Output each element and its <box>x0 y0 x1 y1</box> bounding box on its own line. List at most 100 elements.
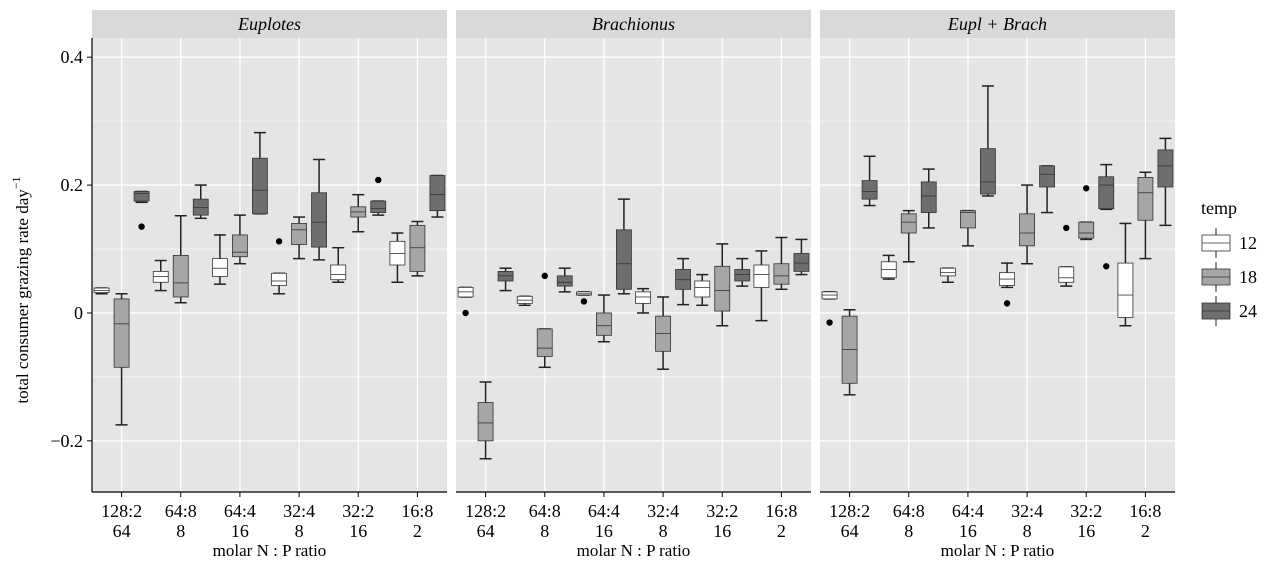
outlier-point <box>138 223 145 230</box>
box-32:2-24 <box>734 257 751 287</box>
box-body <box>900 213 917 234</box>
facet-panel-1: Brachionus <box>456 10 811 492</box>
box-16:8-24 <box>1157 137 1174 227</box>
box-body <box>596 312 612 336</box>
facet-strip <box>92 10 447 38</box>
y-tick-label: 0.4 <box>61 47 84 67</box>
x-tick-label-value: 2 <box>1141 521 1150 541</box>
x-tick-label-ratio: 64:4 <box>588 501 620 521</box>
x-tick-label-ratio: 32:4 <box>283 501 315 521</box>
x-tick-label-ratio: 128:2 <box>829 501 870 521</box>
outlier-point <box>580 298 588 305</box>
box-64:8-12 <box>516 295 533 307</box>
box-16:8-12 <box>389 232 406 284</box>
legend-item-label: 18 <box>1239 267 1257 287</box>
box-body <box>1058 266 1075 283</box>
box-body <box>133 191 150 202</box>
x-tick-label-value: 16 <box>1077 521 1095 541</box>
box-body <box>536 328 553 357</box>
box-body <box>172 255 189 298</box>
box-32:4-18 <box>655 296 671 370</box>
x-tick-label-value: 2 <box>413 521 422 541</box>
legend-title: temp <box>1201 198 1237 218</box>
x-tick-label-value: 64 <box>477 521 495 541</box>
box-16:8-12 <box>1117 222 1134 327</box>
box-body <box>212 258 228 277</box>
box-32:4-24 <box>311 158 327 261</box>
y-tick-label: 0.2 <box>61 175 84 195</box>
x-tick-label-value: 16 <box>959 521 977 541</box>
x-tick-label-ratio: 32:2 <box>706 501 738 521</box>
box-128:2-18 <box>113 293 130 426</box>
box-body <box>753 264 770 288</box>
box-32:4-18 <box>291 216 307 260</box>
box-body <box>330 264 347 281</box>
box-64:4-18 <box>232 214 248 265</box>
box-64:4-12 <box>940 267 956 284</box>
box-body <box>1098 176 1115 210</box>
box-32:4-12 <box>999 262 1015 307</box>
x-tick-label-ratio: 16:8 <box>401 501 433 521</box>
y-axis-title-text: total consumer grazing rate day <box>13 189 32 404</box>
legend-item-18: 18 <box>1201 262 1257 292</box>
x-axis-title: molar N : P ratio <box>941 541 1055 560</box>
box-32:4-18 <box>1019 184 1035 265</box>
box-128:2-18 <box>477 381 494 460</box>
box-body <box>271 272 287 286</box>
x-tick-label-value: 8 <box>1023 521 1032 541</box>
box-64:4-12 <box>212 234 228 285</box>
box-body <box>252 157 268 215</box>
box-64:4-24 <box>980 85 996 197</box>
outlier-point <box>541 272 548 280</box>
box-body <box>793 253 810 272</box>
box-body <box>1117 262 1134 318</box>
box-32:4-24 <box>1039 165 1055 214</box>
box-128:2-12 <box>457 286 474 317</box>
box-body <box>1157 149 1174 188</box>
box-body <box>734 269 751 282</box>
box-128:2-18 <box>841 309 858 396</box>
box-128:2-24 <box>133 190 150 230</box>
x-tick-label-value: 16 <box>349 521 367 541</box>
box-body <box>940 267 956 277</box>
box-body <box>714 265 731 312</box>
x-tick-label-ratio: 64:4 <box>952 501 984 521</box>
box-16:8-18 <box>409 220 426 277</box>
box-32:2-24 <box>1098 163 1115 270</box>
facet-strip-label: Brachionus <box>592 14 675 34</box>
box-body <box>429 175 446 212</box>
box-32:2-18 <box>714 243 731 327</box>
outlier-point <box>375 176 382 184</box>
x-tick-label-value: 8 <box>540 521 549 541</box>
x-tick-label-ratio: 32:2 <box>1070 501 1102 521</box>
box-128:2-24 <box>497 267 514 292</box>
box-64:4-24 <box>252 131 268 215</box>
box-32:2-18 <box>350 193 367 233</box>
box-16:8-24 <box>793 238 810 276</box>
box-64:8-18 <box>536 272 553 369</box>
x-tick-label-ratio: 16:8 <box>765 501 797 521</box>
x-tick-label-ratio: 64:4 <box>224 501 256 521</box>
box-64:4-18 <box>596 294 612 343</box>
box-16:8-18 <box>1137 171 1154 260</box>
facet-panel-0: Euplotes <box>92 10 447 492</box>
panel-background <box>92 38 447 492</box>
y-tick-label: 0 <box>74 303 83 323</box>
box-64:8-12 <box>880 254 897 280</box>
box-body <box>232 234 248 258</box>
box-32:2-12 <box>1058 224 1075 287</box>
box-body <box>635 291 651 304</box>
box-body <box>861 180 878 200</box>
x-axis-title: molar N : P ratio <box>213 541 327 560</box>
box-64:8-18 <box>900 209 917 263</box>
x-tick-label-value: 8 <box>904 521 913 541</box>
box-body <box>920 181 937 213</box>
outlier-point <box>1003 300 1011 307</box>
box-64:8-24 <box>556 267 573 293</box>
outlier-point <box>462 309 469 317</box>
x-tick-label-value: 16 <box>595 521 613 541</box>
box-body <box>1137 176 1154 221</box>
facet-strip <box>456 10 811 38</box>
outlier-point <box>1103 263 1110 270</box>
